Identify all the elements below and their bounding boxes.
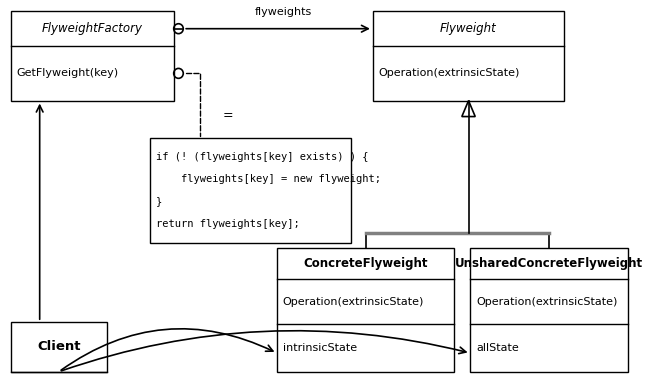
Bar — [277, 248, 454, 372]
Bar — [373, 11, 564, 100]
Text: Flyweight: Flyweight — [440, 22, 497, 35]
Text: ConcreteFlyweight: ConcreteFlyweight — [303, 257, 428, 270]
Text: Client: Client — [37, 341, 81, 353]
Bar — [150, 138, 351, 243]
Text: return flyweights[key];: return flyweights[key]; — [155, 219, 299, 229]
Bar — [11, 11, 174, 100]
Text: allState: allState — [476, 343, 519, 353]
Text: Operation(extrinsicState): Operation(extrinsicState) — [283, 296, 424, 307]
Bar — [471, 248, 629, 372]
Text: intrinsicState: intrinsicState — [283, 343, 357, 353]
Text: GetFlyweight(key): GetFlyweight(key) — [17, 68, 119, 78]
Bar — [11, 322, 106, 372]
Text: UnsharedConcreteFlyweight: UnsharedConcreteFlyweight — [455, 257, 643, 270]
Text: if (! (flyweights[key] exists) ) {: if (! (flyweights[key] exists) ) { — [155, 152, 368, 162]
Text: =: = — [223, 109, 233, 122]
Text: flyweights: flyweights — [255, 7, 313, 17]
Text: Operation(extrinsicState): Operation(extrinsicState) — [379, 68, 520, 78]
Text: FlyweightFactory: FlyweightFactory — [42, 22, 143, 35]
Text: }: } — [155, 197, 162, 206]
Text: flyweights[key] = new flyweight;: flyweights[key] = new flyweight; — [155, 174, 381, 185]
Text: Operation(extrinsicState): Operation(extrinsicState) — [476, 296, 617, 307]
